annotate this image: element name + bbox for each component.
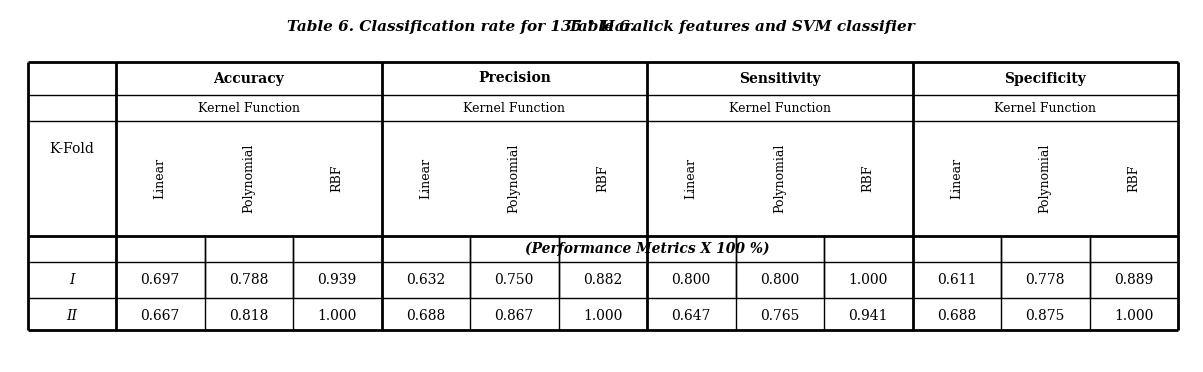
Text: 0.875: 0.875 [1026, 309, 1065, 323]
Text: Specificity: Specificity [1005, 71, 1086, 86]
Text: Table 6.: Table 6. [568, 20, 634, 34]
Text: 0.800: 0.800 [671, 273, 711, 287]
Text: RBF: RBF [861, 165, 875, 192]
Text: Linear: Linear [420, 158, 432, 199]
Text: 0.818: 0.818 [229, 309, 268, 323]
Text: 1.000: 1.000 [583, 309, 622, 323]
Text: 1.000: 1.000 [318, 309, 357, 323]
Text: Polynomial: Polynomial [1038, 144, 1051, 213]
Text: 0.800: 0.800 [760, 273, 799, 287]
Text: 0.889: 0.889 [1114, 273, 1154, 287]
Text: Linear: Linear [154, 158, 167, 199]
Text: 0.867: 0.867 [494, 309, 534, 323]
Text: RBF: RBF [597, 165, 609, 192]
Text: RBF: RBF [1127, 165, 1140, 192]
Text: Kernel Function: Kernel Function [197, 102, 300, 115]
Text: 0.939: 0.939 [318, 273, 357, 287]
Text: 0.882: 0.882 [583, 273, 622, 287]
Text: 0.778: 0.778 [1025, 273, 1065, 287]
Text: Sensitivity: Sensitivity [739, 71, 820, 86]
Text: 0.688: 0.688 [937, 309, 977, 323]
Text: 0.788: 0.788 [229, 273, 268, 287]
Text: RBF: RBF [331, 165, 344, 192]
Text: Table 6. Classification rate for 135 ° Haralick features and SVM classifier: Table 6. Classification rate for 135 ° H… [288, 20, 914, 34]
Text: Linear: Linear [685, 158, 698, 199]
Text: 0.632: 0.632 [407, 273, 445, 287]
Text: 0.667: 0.667 [141, 309, 180, 323]
Text: 0.688: 0.688 [407, 309, 445, 323]
Text: 0.647: 0.647 [671, 309, 711, 323]
Text: Accuracy: Accuracy [213, 71, 284, 86]
Text: (Performance Metrics X 100 %): (Performance Metrics X 100 %) [525, 242, 769, 256]
Text: Kernel Function: Kernel Function [994, 102, 1096, 115]
Text: Polynomial: Polynomial [242, 144, 255, 213]
Text: 0.697: 0.697 [141, 273, 180, 287]
Text: Polynomial: Polynomial [508, 144, 521, 213]
Text: Kernel Function: Kernel Function [463, 102, 565, 115]
Text: Polynomial: Polynomial [774, 144, 787, 213]
Text: Kernel Function: Kernel Function [729, 102, 831, 115]
Text: 0.750: 0.750 [494, 273, 534, 287]
Text: Precision: Precision [478, 71, 551, 86]
Text: 0.941: 0.941 [848, 309, 888, 323]
Text: 0.611: 0.611 [937, 273, 977, 287]
Text: Linear: Linear [950, 158, 964, 199]
Text: II: II [66, 309, 77, 323]
Text: 1.000: 1.000 [848, 273, 888, 287]
Text: I: I [70, 273, 75, 287]
Text: K-Fold: K-Fold [49, 142, 95, 156]
Text: 0.765: 0.765 [760, 309, 800, 323]
Text: 1.000: 1.000 [1114, 309, 1154, 323]
